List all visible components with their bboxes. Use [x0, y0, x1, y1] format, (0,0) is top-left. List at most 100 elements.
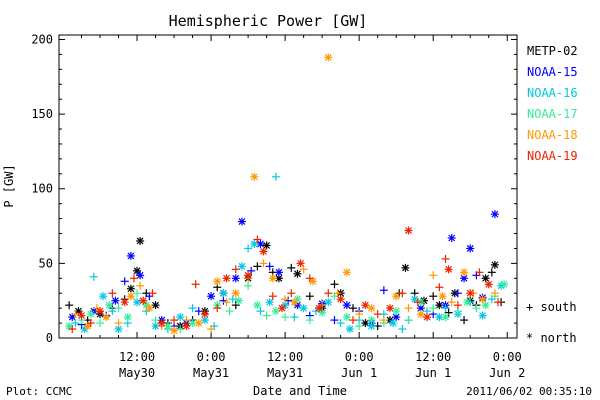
x-axis-label: Date and Time: [253, 384, 347, 398]
data-point-4-32: [404, 304, 413, 313]
legend-entry-5: NOAA-19: [527, 149, 578, 163]
data-point-4-9: [170, 326, 179, 335]
data-point-1-5: [120, 277, 129, 286]
data-point-5-23: [296, 259, 305, 268]
data-point-5-7: [139, 296, 148, 305]
data-point-1-41: [490, 210, 499, 219]
data-point-5-22: [287, 289, 296, 298]
data-point-5-10: [170, 316, 179, 325]
data-point-3-31: [404, 316, 413, 325]
x-tick-label-time-4: 12:00: [415, 350, 451, 364]
data-point-0-7: [133, 266, 142, 275]
y-axis-label: P [GW]: [2, 164, 16, 207]
data-point-2-25: [299, 304, 308, 313]
data-point-2-15: [219, 289, 228, 298]
data-point-2-22: [271, 172, 280, 181]
x-tick-label-time-0: 12:00: [119, 350, 155, 364]
data-point-4-12: [207, 325, 216, 334]
data-point-5-16: [231, 265, 240, 274]
data-point-0-37: [429, 292, 438, 301]
data-point-0-41: [460, 316, 469, 325]
data-point-2-24: [290, 313, 299, 322]
data-point-5-13: [200, 310, 209, 319]
data-point-4-34: [429, 271, 438, 280]
data-point-5-30: [373, 310, 382, 319]
data-point-1-35: [447, 233, 456, 242]
data-point-2-21: [265, 298, 274, 307]
data-point-5-31: [386, 304, 395, 313]
data-point-4-18: [259, 259, 268, 268]
data-point-5-28: [348, 316, 357, 325]
data-point-4-17: [250, 172, 259, 181]
data-point-1-38: [466, 244, 475, 253]
data-point-3-2: [86, 310, 95, 319]
data-point-3-40: [500, 280, 509, 289]
data-points: [65, 53, 509, 335]
data-point-4-39: [478, 295, 487, 304]
data-point-4-25: [324, 53, 333, 62]
data-point-4-20: [281, 295, 290, 304]
data-point-2-20: [256, 307, 265, 316]
data-point-1-26: [342, 301, 351, 310]
data-point-0-34: [401, 263, 410, 272]
data-point-5-37: [441, 254, 450, 263]
data-point-4-27: [342, 268, 351, 277]
data-point-5-6: [129, 274, 138, 283]
data-point-5-27: [336, 295, 345, 304]
data-point-2-41: [478, 311, 487, 320]
data-point-4-4: [114, 319, 123, 328]
data-point-5-12: [191, 280, 200, 289]
legend-entry-2: NOAA-16: [527, 86, 578, 100]
data-point-5-25: [315, 304, 324, 313]
data-point-5-41: [475, 268, 484, 277]
data-point-5-33: [404, 226, 413, 235]
data-point-3-30: [392, 307, 401, 316]
data-point-3-11: [176, 325, 185, 334]
data-point-3-37: [472, 304, 481, 313]
data-point-5-29: [361, 301, 370, 310]
data-point-4-29: [367, 304, 376, 313]
data-point-3-38: [481, 301, 490, 310]
data-point-5-38: [444, 265, 453, 274]
data-point-3-34: [441, 313, 450, 322]
data-point-1-15: [231, 274, 240, 283]
data-point-5-17: [244, 271, 253, 280]
x-tick-label-time-2: 12:00: [267, 350, 303, 364]
data-point-3-3: [96, 319, 105, 328]
data-point-3-28: [367, 316, 376, 325]
data-point-3-15: [225, 307, 234, 316]
y-tick-label-4: 200: [31, 32, 53, 46]
data-point-4-28: [355, 310, 364, 319]
data-point-5-11: [182, 322, 191, 331]
plot-frame: [58, 34, 518, 339]
x-axis: 12:00 May30 0:00 May31 12:00 May31 0:00 Jun 1 12…: [81, 35, 525, 380]
data-point-5-9: [157, 319, 166, 328]
data-point-4-30: [379, 316, 388, 325]
data-point-3-6: [123, 313, 132, 322]
data-point-5-0: [68, 325, 77, 334]
data-point-1-4: [111, 296, 120, 305]
data-point-1-36: [453, 289, 462, 298]
data-point-0-25: [305, 292, 314, 301]
data-point-3-4: [105, 301, 114, 310]
legend-entry-0: METP-02: [527, 44, 578, 58]
symbol-key-entry-1: * north: [526, 331, 577, 345]
chart-title: Hemispheric Power [GW]: [169, 12, 368, 30]
data-point-0-10: [151, 301, 160, 310]
data-point-3-20: [271, 307, 280, 316]
y-tick-label-3: 150: [31, 107, 53, 121]
data-point-2-5: [114, 325, 123, 334]
data-point-5-2: [86, 319, 95, 328]
data-point-2-31: [367, 322, 376, 331]
data-point-2-27: [324, 298, 333, 307]
data-point-2-12: [188, 304, 197, 313]
data-point-4-22: [299, 265, 308, 274]
data-point-5-26: [324, 289, 333, 298]
data-point-5-35: [423, 313, 432, 322]
x-tick-label-date-1: May31: [193, 366, 229, 380]
symbol-key-entry-0: + south: [526, 300, 577, 314]
legend: METP-02 NOAA-15 NOAA-16 NOAA-17 NOAA-18 NOAA-…: [527, 44, 578, 163]
data-point-5-18: [253, 235, 262, 244]
data-point-5-39: [453, 301, 462, 310]
legend-entry-3: NOAA-17: [527, 107, 578, 121]
